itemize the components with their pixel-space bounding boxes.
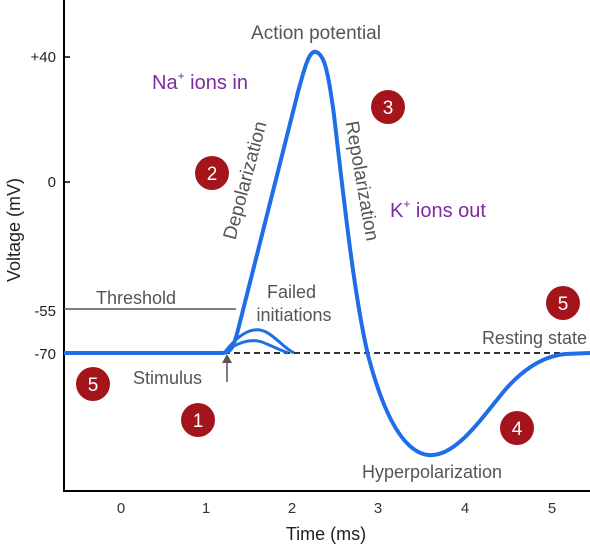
step-badge-circle: [371, 90, 405, 124]
failed-initiations-line2: initiations: [256, 305, 331, 325]
k-ion-text: ions out: [410, 200, 486, 222]
step-badge-circle: [181, 403, 215, 437]
threshold-label: Threshold: [96, 288, 176, 308]
x-tick-label: 2: [288, 500, 296, 517]
step-badge-circle: [76, 367, 110, 401]
step-badge-number: 1: [193, 411, 204, 432]
resting-state-label: Resting state: [482, 328, 587, 348]
diagram-title: Action potential: [251, 23, 381, 44]
step-badge-number: 3: [383, 98, 394, 119]
x-axis-label: Time (ms): [286, 524, 366, 544]
na-ions-label: Na+ ions in: [152, 69, 248, 94]
action-potential-curve: [64, 49, 590, 458]
failed-initiations-label: Failed initiations: [256, 282, 331, 325]
step-badge-number: 4: [512, 419, 523, 440]
k-ion-symbol: K: [390, 200, 404, 222]
step-badge-number: 5: [558, 294, 569, 315]
x-tick-label: 4: [461, 500, 469, 517]
step-badge-3: 3: [371, 90, 405, 124]
x-tick-label: 3: [374, 500, 382, 517]
y-tick-label: -55: [34, 303, 56, 320]
stimulus-arrowhead: [222, 354, 232, 363]
step-badge-4: 4: [500, 411, 534, 445]
x-tick-label: 1: [202, 500, 210, 517]
y-axis-label: Voltage (mV): [4, 178, 24, 282]
hyperpolarization-label: Hyperpolarization: [362, 462, 502, 482]
x-tick-label: 0: [117, 500, 125, 517]
failed-initiations-line1: Failed: [267, 282, 316, 302]
step-badge-number: 2: [207, 164, 218, 185]
step-badge-5-right: 5: [546, 286, 580, 320]
na-ion-charge: +: [178, 69, 185, 83]
step-badge-circle: [195, 156, 229, 190]
y-tick-label: +40: [31, 49, 56, 66]
y-tick-label: 0: [48, 174, 56, 191]
k-ion-charge: +: [403, 197, 410, 211]
stimulus-label: Stimulus: [133, 368, 202, 388]
y-tick-label: -70: [34, 346, 56, 363]
na-ion-symbol: Na: [152, 72, 178, 94]
na-ion-text: ions in: [185, 72, 248, 94]
step-badge-circle: [546, 286, 580, 320]
step-badge-number: 5: [88, 375, 99, 396]
x-tick-label: 5: [548, 500, 556, 517]
k-ions-label: K+ ions out: [390, 197, 486, 222]
step-badge-1: 1: [181, 403, 215, 437]
step-badge-2: 2: [195, 156, 229, 190]
step-badge-circle: [500, 411, 534, 445]
step-badge-5-left: 5: [76, 367, 110, 401]
